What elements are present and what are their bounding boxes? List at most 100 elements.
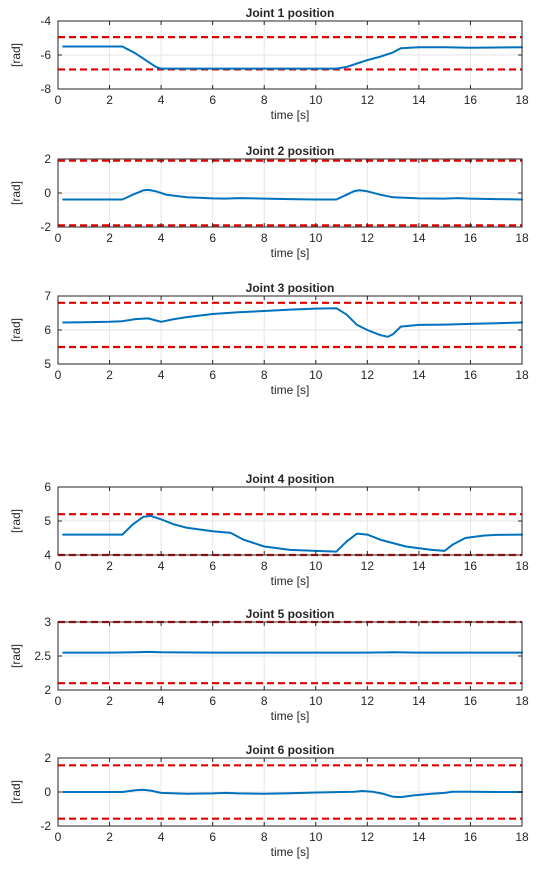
joint-position-series — [62, 514, 523, 553]
subplot-joint-2: 0 2 4 6 8 10 12 14 16 18 -2 0 2 Joint 2 position time … — [9, 144, 529, 260]
x-tick-label: 4 — [158, 694, 165, 708]
x-tick-label: 4 — [158, 559, 165, 573]
y-tick-label: 2.5 — [34, 649, 51, 663]
x-tick-label: 12 — [361, 830, 375, 844]
y-axis-label: [rad] — [9, 318, 23, 342]
x-tick-label: 14 — [412, 694, 426, 708]
x-tick-label: 18 — [515, 368, 529, 382]
subplot-title: Joint 3 position — [246, 281, 335, 295]
subplot-joint-3: 0 2 4 6 8 10 12 14 16 18 5 6 7 Joint 3 position time [… — [9, 281, 529, 397]
x-tick-label: 4 — [158, 368, 165, 382]
x-tick-label: 6 — [209, 368, 216, 382]
joint-position-series — [62, 188, 523, 201]
x-tick-label: 10 — [309, 694, 323, 708]
x-tick-label: 16 — [464, 830, 478, 844]
x-tick-label: 6 — [209, 559, 216, 573]
y-tick-label: 0 — [44, 785, 51, 799]
x-axis-label: time [s] — [271, 709, 310, 723]
subplot-title: Joint 4 position — [246, 472, 335, 486]
x-tick-label: 10 — [309, 830, 323, 844]
y-axis-label: [rad] — [9, 780, 23, 804]
x-tick-label: 12 — [361, 559, 375, 573]
x-axis-label: time [s] — [271, 845, 310, 859]
x-tick-label: 18 — [515, 93, 529, 107]
x-tick-label: 2 — [106, 694, 113, 708]
x-axis-label: time [s] — [271, 108, 310, 122]
x-tick-label: 14 — [412, 368, 426, 382]
x-tick-label: 16 — [464, 231, 478, 245]
x-tick-label: 6 — [209, 231, 216, 245]
y-axis-label: [rad] — [9, 644, 23, 668]
x-tick-label: 0 — [55, 231, 62, 245]
x-tick-label: 0 — [55, 830, 62, 844]
x-tick-label: 18 — [515, 231, 529, 245]
x-tick-label: 16 — [464, 368, 478, 382]
x-tick-label: 10 — [309, 559, 323, 573]
x-axis-label: time [s] — [271, 246, 310, 260]
x-tick-label: 18 — [515, 694, 529, 708]
y-tick-label: -6 — [40, 48, 51, 62]
y-axis-label: [rad] — [9, 509, 23, 533]
y-axis-label: [rad] — [9, 43, 23, 67]
x-tick-label: 4 — [158, 231, 165, 245]
subplot-title: Joint 6 position — [246, 743, 335, 757]
x-tick-label: 6 — [209, 830, 216, 844]
x-tick-label: 8 — [261, 559, 268, 573]
x-tick-label: 14 — [412, 830, 426, 844]
subplot-joint-6: 0 2 4 6 8 10 12 14 16 18 -2 0 2 Joint 6 position time … — [9, 743, 529, 859]
subplot-title: Joint 1 position — [246, 6, 335, 20]
subplot-joint-4: 0 2 4 6 8 10 12 14 16 18 4 5 6 Joint 4 position time [… — [9, 472, 529, 588]
subplot-title: Joint 5 position — [246, 607, 335, 621]
y-tick-label: 6 — [44, 323, 51, 337]
x-tick-label: 2 — [106, 93, 113, 107]
x-tick-label: 8 — [261, 368, 268, 382]
y-tick-label: 0 — [44, 186, 51, 200]
x-tick-label: 0 — [55, 694, 62, 708]
x-tick-label: 6 — [209, 694, 216, 708]
x-tick-label: 14 — [412, 231, 426, 245]
x-tick-label: 8 — [261, 830, 268, 844]
x-tick-label: 18 — [515, 559, 529, 573]
y-tick-label: 5 — [44, 514, 51, 528]
x-tick-label: 8 — [261, 231, 268, 245]
y-tick-label: 6 — [44, 480, 51, 494]
x-tick-label: 16 — [464, 559, 478, 573]
x-tick-label: 16 — [464, 694, 478, 708]
joint-position-series — [62, 650, 523, 654]
y-tick-label: 2 — [44, 152, 51, 166]
y-tick-label: 7 — [44, 289, 51, 303]
x-tick-label: 14 — [412, 93, 426, 107]
x-tick-label: 8 — [261, 694, 268, 708]
x-tick-label: 10 — [309, 368, 323, 382]
y-tick-label: 5 — [44, 357, 51, 371]
x-axis-label: time [s] — [271, 383, 310, 397]
y-tick-label: 2 — [44, 683, 51, 697]
x-tick-label: 14 — [412, 559, 426, 573]
y-tick-label: 2 — [44, 751, 51, 765]
y-axis-label: [rad] — [9, 181, 23, 205]
x-tick-label: 6 — [209, 93, 216, 107]
x-axis-label: time [s] — [271, 574, 310, 588]
y-tick-label: -8 — [40, 82, 51, 96]
x-tick-label: 12 — [361, 231, 375, 245]
x-tick-label: 2 — [106, 830, 113, 844]
x-tick-label: 8 — [261, 93, 268, 107]
joint-position-series — [62, 45, 523, 70]
x-tick-label: 0 — [55, 559, 62, 573]
joint-position-series — [62, 788, 523, 799]
x-tick-label: 2 — [106, 368, 113, 382]
x-tick-label: 4 — [158, 93, 165, 107]
x-tick-label: 2 — [106, 231, 113, 245]
x-tick-label: 12 — [361, 694, 375, 708]
y-tick-label: -4 — [40, 14, 51, 28]
subplot-title: Joint 2 position — [246, 144, 335, 158]
x-tick-label: 12 — [361, 93, 375, 107]
x-tick-label: 10 — [309, 231, 323, 245]
x-tick-label: 0 — [55, 368, 62, 382]
x-tick-label: 10 — [309, 93, 323, 107]
y-tick-label: -2 — [40, 220, 51, 234]
x-tick-label: 12 — [361, 368, 375, 382]
